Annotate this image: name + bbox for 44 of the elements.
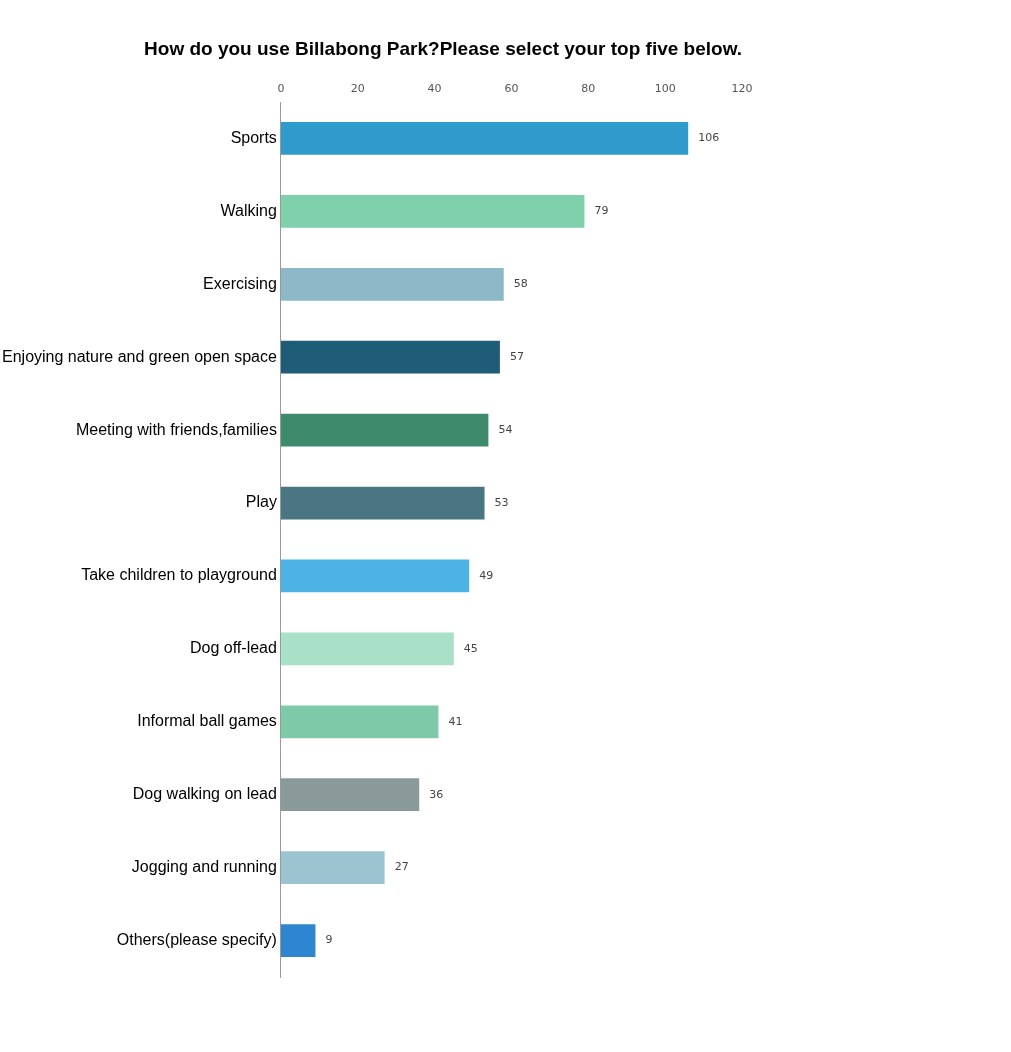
x-tick-label: 20 — [350, 82, 365, 96]
data-label: 27 — [394, 860, 409, 874]
data-label: 106 — [698, 131, 720, 145]
data-label: 41 — [448, 714, 463, 728]
bar — [280, 778, 420, 812]
bar — [280, 194, 585, 228]
bar — [280, 340, 500, 374]
data-label: 57 — [509, 350, 524, 364]
x-tick-label: 120 — [731, 82, 753, 96]
y-tick-label: Informal ball games — [137, 712, 277, 730]
data-label: 58 — [513, 277, 528, 291]
bar — [280, 632, 454, 666]
bar — [280, 122, 689, 155]
x-tick-label: 80 — [581, 82, 596, 96]
bar — [280, 924, 316, 957]
bar — [280, 413, 489, 447]
bar — [280, 851, 385, 885]
y-tick-label: Dog walking on lead — [132, 785, 277, 803]
x-tick-label: 60 — [504, 82, 519, 96]
y-tick-label: Enjoying nature and green open space — [2, 347, 277, 365]
y-tick-label: Take children to playground — [81, 566, 277, 584]
x-tick-label: 0 — [277, 82, 285, 96]
y-tick-label: Sports — [230, 128, 277, 146]
data-label: 54 — [498, 422, 513, 436]
bar — [280, 486, 485, 520]
data-label: 49 — [479, 568, 494, 582]
y-tick-label: Meeting with friends,families — [75, 420, 277, 438]
y-tick-label: Play — [245, 493, 277, 511]
y-tick-label: Exercising — [203, 274, 277, 292]
bar — [280, 559, 470, 593]
y-tick-label: Others(please specify) — [116, 930, 277, 948]
data-label: 9 — [325, 933, 333, 947]
bar — [280, 267, 504, 301]
y-tick-label: Dog off-lead — [190, 639, 277, 657]
x-tick-label: 40 — [427, 82, 442, 96]
data-label: 36 — [429, 787, 444, 801]
bar — [280, 705, 439, 739]
data-label: 53 — [494, 495, 509, 509]
chart-title: How do you use Billabong Park?Please select your top five below. — [144, 37, 742, 59]
data-label: 79 — [594, 204, 609, 218]
x-tick-label: 100 — [654, 82, 676, 96]
y-tick-label: Jogging and running — [131, 858, 277, 876]
y-tick-label: Walking — [220, 201, 277, 219]
data-label: 45 — [463, 641, 478, 655]
